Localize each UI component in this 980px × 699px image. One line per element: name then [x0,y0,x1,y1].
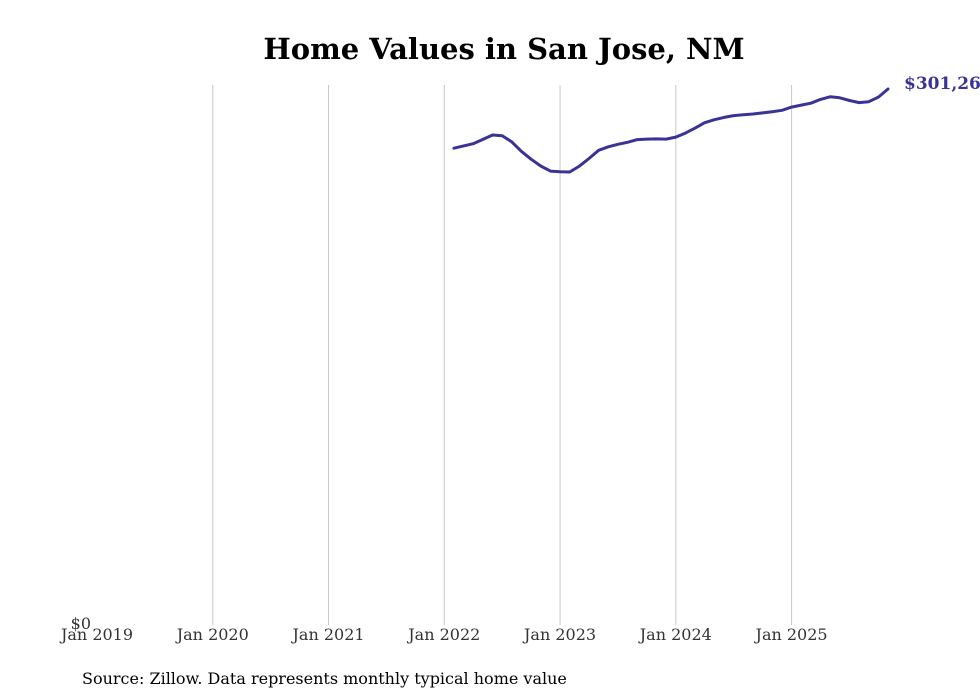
x-tick-label-2025: Jan 2025 [754,625,828,644]
x-axis-ticks: Jan 2019 Jan 2020 Jan 2021 Jan 2022 Jan 2023… [59,625,828,644]
x-tick-label-2022: Jan 2022 [406,625,480,644]
x-tick-label-2024: Jan 2024 [638,625,712,644]
y-axis-ticks: $0 [71,614,91,633]
gridlines [212,85,793,625]
source-note: Source: Zillow. Data represents monthly … [82,669,567,688]
chart-title: Home Values in San Jose, NM [263,32,744,66]
x-tick-label-2020: Jan 2020 [175,625,249,644]
series-line-0 [452,87,890,174]
x-tick-label-2019: Jan 2019 [59,625,133,644]
series-layer [452,87,890,174]
x-tick-label-2023: Jan 2023 [522,625,596,644]
x-tick-label-2021: Jan 2021 [290,625,364,644]
end-value-label: $301,260 [904,74,980,94]
y-tick-label-0: $0 [71,614,91,633]
